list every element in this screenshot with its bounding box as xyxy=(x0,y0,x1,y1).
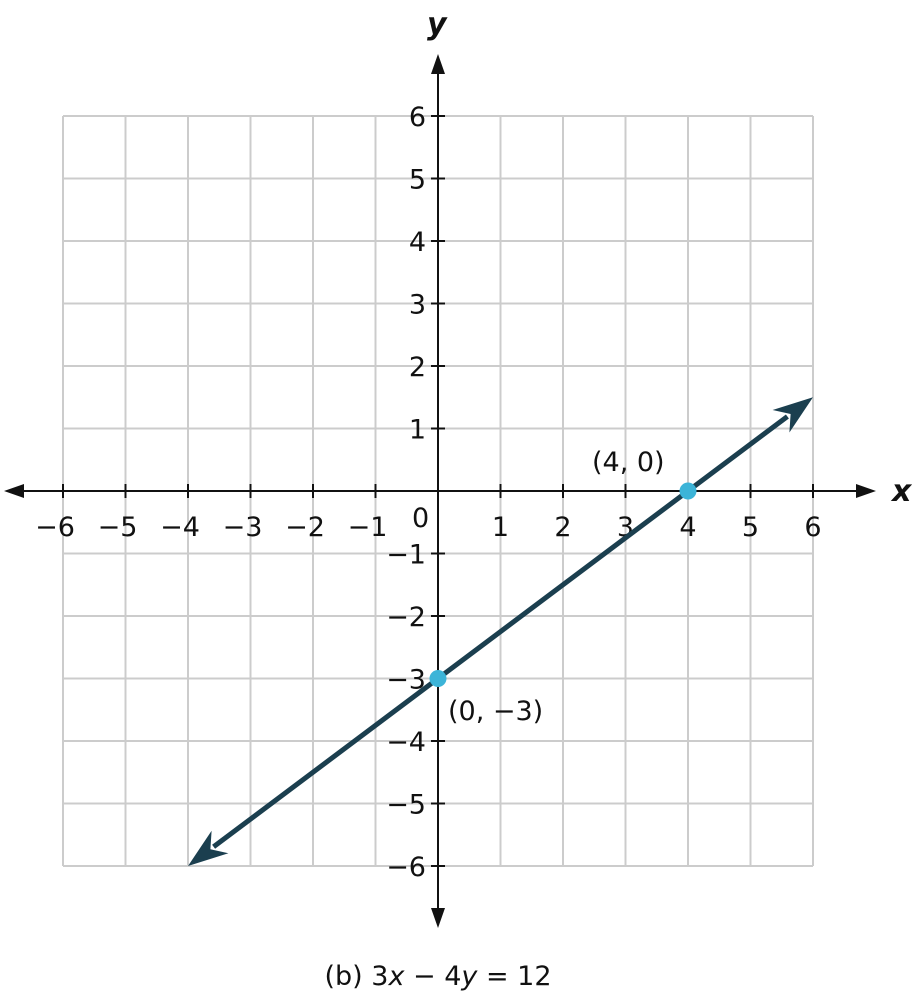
x-tick-label: 4 xyxy=(679,512,696,543)
x-tick-label: −2 xyxy=(285,512,325,543)
y-tick-label: −4 xyxy=(386,727,426,758)
y-tick-label: −6 xyxy=(386,852,426,883)
x-tick-label: −3 xyxy=(223,512,263,543)
x-tick-label: −6 xyxy=(35,512,75,543)
x-tick-label: −5 xyxy=(98,512,138,543)
x-tick-label: −1 xyxy=(348,512,388,543)
origin-label: 0 xyxy=(412,503,429,534)
y-tick-label: 2 xyxy=(409,352,426,383)
x-axis-label: x xyxy=(890,474,912,509)
line-arrowhead-end xyxy=(772,397,813,433)
x-tick-label: 5 xyxy=(742,512,759,543)
data-point xyxy=(679,482,697,500)
y-tick-label: 5 xyxy=(409,165,426,196)
y-tick-label: 3 xyxy=(409,290,426,321)
y-tick-label: 6 xyxy=(409,102,426,133)
x-tick-label: −4 xyxy=(160,512,200,543)
plot-area xyxy=(188,397,813,866)
x-tick-label: 1 xyxy=(492,512,509,543)
axes xyxy=(4,54,876,928)
y-tick-label: 4 xyxy=(409,227,426,258)
x-tick-label: 6 xyxy=(804,512,821,543)
y-axis-label: y xyxy=(427,7,448,42)
x-axis-arrow-left xyxy=(4,484,24,498)
point-label-0-neg3: (0, −3) xyxy=(448,696,543,727)
y-tick-label: 1 xyxy=(409,415,426,446)
data-point xyxy=(429,670,447,687)
y-tick-label: −2 xyxy=(386,602,426,633)
y-axis-arrow-down xyxy=(431,908,445,928)
y-axis-arrow-up xyxy=(431,54,445,74)
y-tick-label: −5 xyxy=(386,790,426,821)
x-tick-label: 2 xyxy=(554,512,571,543)
point-label-4-0: (4, 0) xyxy=(592,447,665,478)
x-axis-arrow-right xyxy=(856,484,876,498)
line-arrowhead-start xyxy=(188,830,229,866)
caption: (b) 3x − 4y = 12 xyxy=(324,961,551,992)
y-tick-label: −1 xyxy=(386,540,426,571)
